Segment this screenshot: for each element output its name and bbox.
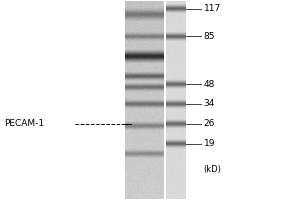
Text: 117: 117 [204, 4, 221, 13]
Text: (kD): (kD) [204, 165, 222, 174]
Text: 48: 48 [204, 80, 215, 89]
Text: 85: 85 [204, 32, 215, 41]
Text: 19: 19 [204, 139, 215, 148]
Text: PECAM-1: PECAM-1 [4, 119, 44, 128]
Text: 34: 34 [204, 99, 215, 108]
Text: 26: 26 [204, 119, 215, 128]
